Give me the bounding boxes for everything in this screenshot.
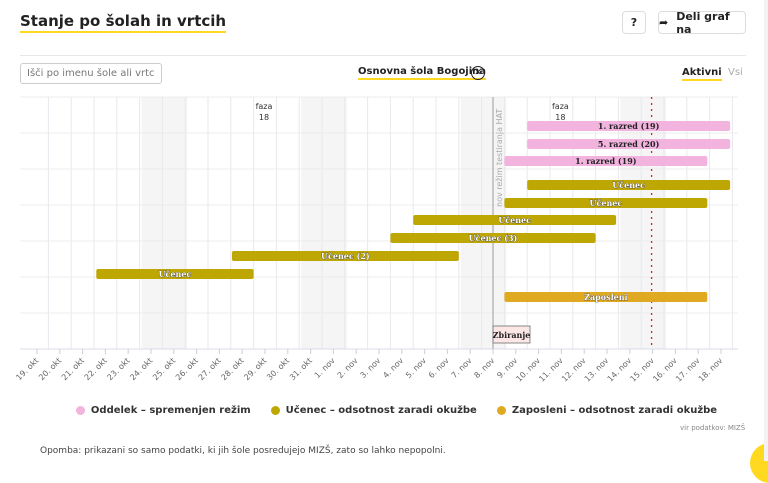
x-tick-label: 19. okt xyxy=(14,356,40,382)
legend-item-oddelek[interactable]: Oddelek – spremenjen režim xyxy=(75,405,251,416)
event-line-label: nov režim testiranja HAT xyxy=(495,109,504,207)
x-tick-label: 10. nov xyxy=(514,356,542,384)
bar-olive xyxy=(504,198,708,208)
x-tick-label: 28. okt xyxy=(219,356,245,382)
x-tick-label: 25. okt xyxy=(151,356,177,382)
footnote: Opomba: prikazani so samo podatki, ki ji… xyxy=(40,446,446,456)
bar-label: Učenec (3) xyxy=(469,233,518,243)
x-tick-label: 29. okt xyxy=(242,356,268,382)
x-tick-label: 31. okt xyxy=(288,356,314,382)
share-button-label: Deli graf na xyxy=(676,9,730,36)
x-tick-label: 23. okt xyxy=(105,356,131,382)
x-tick-label: 21. okt xyxy=(60,356,86,382)
page-title: Stanje po šolah in vrtcih xyxy=(20,12,227,33)
marker-label: Zbiranje xyxy=(493,330,531,340)
x-tick-label: 16. nov xyxy=(651,356,679,384)
header-divider xyxy=(20,55,746,56)
bar-label: Učenec xyxy=(612,180,645,190)
legend-dot-pink xyxy=(75,406,85,415)
bar-olive xyxy=(413,215,617,225)
scrollbar[interactable] xyxy=(764,0,768,461)
bar-label: 1. razred (19) xyxy=(575,156,637,166)
bar-olive xyxy=(231,251,459,261)
weekend-band xyxy=(301,97,347,349)
x-tick-label: 24. okt xyxy=(128,356,154,382)
bar-pink xyxy=(504,156,708,166)
legend-dot-olive xyxy=(270,406,280,415)
x-tick-label: 7. nov xyxy=(450,356,474,380)
x-tick-label: 18. nov xyxy=(697,356,725,384)
x-tick-label: 20. okt xyxy=(37,356,63,382)
data-source: vir podatkov: MIZŠ xyxy=(680,424,746,432)
legend-item-ucenec[interactable]: Učenec – odsotnost zaradi okužbe xyxy=(270,405,477,416)
phase-label: faza xyxy=(256,102,273,111)
legend-label: Učenec – odsotnost zaradi okužbe xyxy=(285,405,477,416)
weekend-band xyxy=(620,97,666,349)
x-tick-label: 2. nov xyxy=(336,356,360,380)
x-tick-label: 22. okt xyxy=(83,356,109,382)
bar-olive xyxy=(96,269,254,279)
bar-label: Zaposleni xyxy=(584,292,627,302)
legend-item-zaposleni[interactable]: Zaposleni – odsotnost zaradi okužbe xyxy=(496,405,718,416)
bar-label: Učenec xyxy=(590,198,623,208)
bar-label: Učenec xyxy=(159,269,192,279)
x-tick-label: 17. nov xyxy=(674,356,702,384)
marker-box xyxy=(492,325,531,344)
chart-legend: Oddelek – spremenjen režim Učenec – odso… xyxy=(0,405,768,416)
x-tick-label: 11. nov xyxy=(537,356,565,384)
weekend-band xyxy=(141,97,188,349)
bar-label: Učenec (2) xyxy=(321,251,370,261)
bar-label: 1. razred (19) xyxy=(598,121,660,131)
bar-pink xyxy=(527,139,731,149)
bar-label: 5. razred (20) xyxy=(598,139,660,149)
x-tick-label: 1. nov xyxy=(313,356,337,380)
x-tick-label: 8. nov xyxy=(472,356,496,380)
x-tick-label: 27. okt xyxy=(197,356,223,382)
bar-pink xyxy=(527,121,731,131)
share-arrow-icon: ➦ xyxy=(659,16,669,29)
bar-olive xyxy=(527,180,731,190)
x-tick-label: 5. nov xyxy=(404,356,428,380)
phase-label: faza xyxy=(552,102,569,111)
search-input[interactable] xyxy=(20,63,162,84)
bar-olive xyxy=(390,233,596,243)
legend-label: Oddelek – spremenjen režim xyxy=(90,405,251,416)
legend-label: Zaposleni – odsotnost zaradi okužbe xyxy=(511,405,718,416)
x-tick-label: 30. okt xyxy=(265,356,291,382)
x-tick-label: 14. nov xyxy=(606,356,634,384)
x-tick-label: 15. nov xyxy=(628,356,656,384)
close-circle-icon[interactable]: ✕ xyxy=(471,66,485,80)
selected-school-label: Osnovna šola Bogojina xyxy=(358,66,487,80)
x-tick-label: 4. nov xyxy=(381,356,405,380)
bar-label: Učenec xyxy=(498,215,531,225)
bar-orange xyxy=(504,292,708,302)
x-tick-label: 26. okt xyxy=(174,356,200,382)
x-tick-label: 13. nov xyxy=(583,356,611,384)
x-tick-label: 3. nov xyxy=(358,356,382,380)
legend-dot-orange xyxy=(496,406,506,415)
phase-number: 18 xyxy=(555,113,565,122)
filter-active-tab[interactable]: Aktivni xyxy=(682,67,722,81)
filter-all-tab[interactable]: Vsi xyxy=(728,67,743,78)
help-button[interactable]: ? xyxy=(622,11,646,34)
x-tick-label: 12. nov xyxy=(560,356,588,384)
x-tick-label: 6. nov xyxy=(427,356,451,380)
share-button[interactable]: ➦ Deli graf na xyxy=(658,9,746,36)
phase-number: 18 xyxy=(259,113,269,122)
